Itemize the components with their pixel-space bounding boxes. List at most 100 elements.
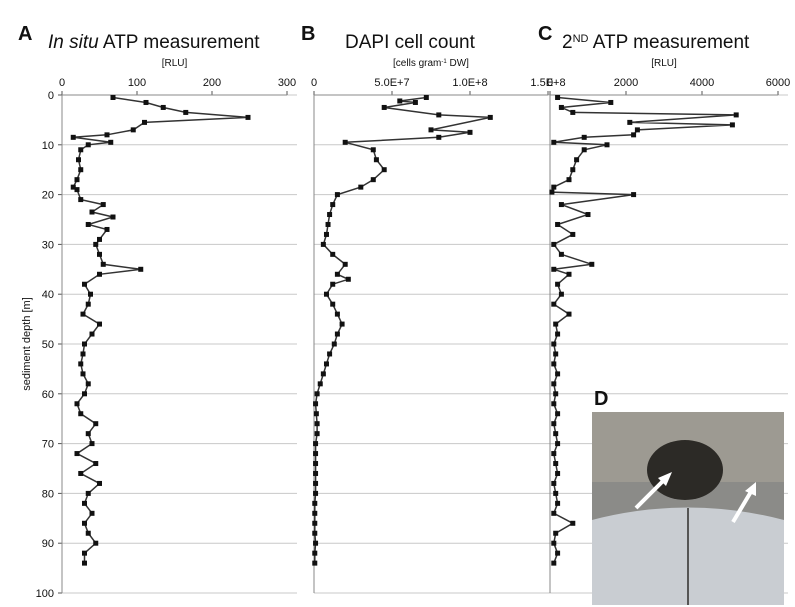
y-tick-label: 60: [42, 389, 54, 401]
data-point: [467, 129, 473, 135]
data-point: [373, 157, 379, 163]
data-point: [331, 341, 337, 347]
data-point: [80, 311, 86, 317]
data-point: [80, 371, 86, 377]
x-axis-label-part: [cells gram: [393, 58, 441, 69]
chart-title-part: In situ: [48, 32, 99, 53]
data-point: [330, 202, 336, 208]
data-point: [551, 241, 557, 247]
data-point: [412, 99, 418, 105]
data-point: [70, 134, 76, 140]
x-tick-label: 2000: [614, 77, 638, 89]
arrow-head: [745, 482, 756, 496]
data-point: [93, 421, 99, 427]
chart-title-part: DAPI cell count: [345, 32, 476, 53]
data-point: [80, 351, 86, 357]
data-point: [553, 391, 559, 397]
data-point: [314, 391, 320, 397]
data-point: [104, 226, 110, 232]
chart-title-part: ATP measurement: [99, 32, 261, 53]
data-point: [314, 431, 320, 437]
data-point: [110, 94, 116, 100]
data-point: [313, 401, 319, 407]
y-axis-label: sediment depth [m]: [21, 297, 33, 391]
data-point: [555, 470, 561, 476]
data-point: [551, 540, 557, 546]
data-point: [551, 421, 557, 427]
data-point: [631, 192, 637, 198]
x-tick-label: 0: [547, 77, 553, 89]
data-point: [82, 520, 87, 526]
panel-label: C: [538, 23, 552, 45]
data-point: [558, 291, 564, 297]
data-point: [436, 134, 442, 140]
data-point: [82, 391, 87, 397]
data-point: [74, 451, 80, 457]
data-point: [339, 321, 345, 327]
x-axis-label: [RLU]: [162, 58, 188, 69]
data-point: [312, 530, 318, 536]
data-point: [423, 94, 429, 100]
data-point: [334, 331, 340, 337]
arrow: [731, 488, 754, 524]
chart-title: In situ ATP measurement: [48, 32, 260, 53]
data-point: [97, 321, 102, 327]
data-point: [143, 99, 149, 105]
data-point: [323, 361, 329, 367]
data-point: [428, 127, 434, 133]
data-point: [555, 371, 561, 377]
data-point: [160, 104, 166, 110]
data-point: [78, 361, 84, 367]
data-point: [313, 441, 319, 447]
data-point: [342, 261, 348, 267]
data-point: [82, 550, 87, 556]
data-point: [78, 147, 84, 153]
data-point: [334, 271, 340, 277]
data-point: [97, 480, 102, 486]
data-point: [570, 231, 576, 237]
data-point: [85, 301, 91, 307]
data-point: [342, 139, 348, 145]
data-point: [555, 500, 561, 506]
data-point: [313, 470, 319, 476]
data-point: [581, 147, 587, 153]
data-point: [317, 381, 323, 387]
data-point: [436, 112, 442, 118]
x-axis-label-part: -1: [441, 59, 447, 65]
data-point: [97, 236, 102, 242]
chart-title-part: ND: [573, 33, 589, 45]
data-point: [589, 261, 595, 267]
photo-hole: [647, 440, 723, 500]
data-point: [558, 251, 564, 257]
data-point: [100, 202, 106, 208]
x-tick-label: 1.5E+8: [530, 77, 565, 89]
y-tick-label: 50: [42, 339, 54, 351]
data-point: [729, 122, 735, 128]
data-point: [631, 132, 637, 138]
data-point: [551, 451, 557, 457]
x-tick-label: 300: [278, 77, 296, 89]
data-point: [570, 167, 576, 173]
data-point: [104, 132, 110, 138]
data-point: [100, 261, 106, 267]
x-tick-label: 0: [59, 77, 65, 89]
data-point: [566, 177, 572, 183]
data-point: [85, 381, 91, 387]
data-point: [358, 184, 364, 190]
x-tick-label: 100: [128, 77, 146, 89]
data-point: [558, 202, 564, 208]
x-tick-label: 0: [311, 77, 317, 89]
data-point: [627, 119, 633, 125]
data-point: [97, 271, 102, 277]
data-point: [555, 550, 561, 556]
data-point: [551, 381, 557, 387]
data-point: [551, 401, 557, 407]
data-point: [733, 112, 739, 118]
data-point: [551, 560, 557, 566]
y-tick-label: 20: [42, 190, 54, 202]
data-point: [553, 461, 559, 467]
y-tick-label: 70: [42, 439, 54, 451]
data-point: [97, 251, 102, 257]
data-point: [313, 411, 319, 417]
data-point: [313, 490, 319, 496]
